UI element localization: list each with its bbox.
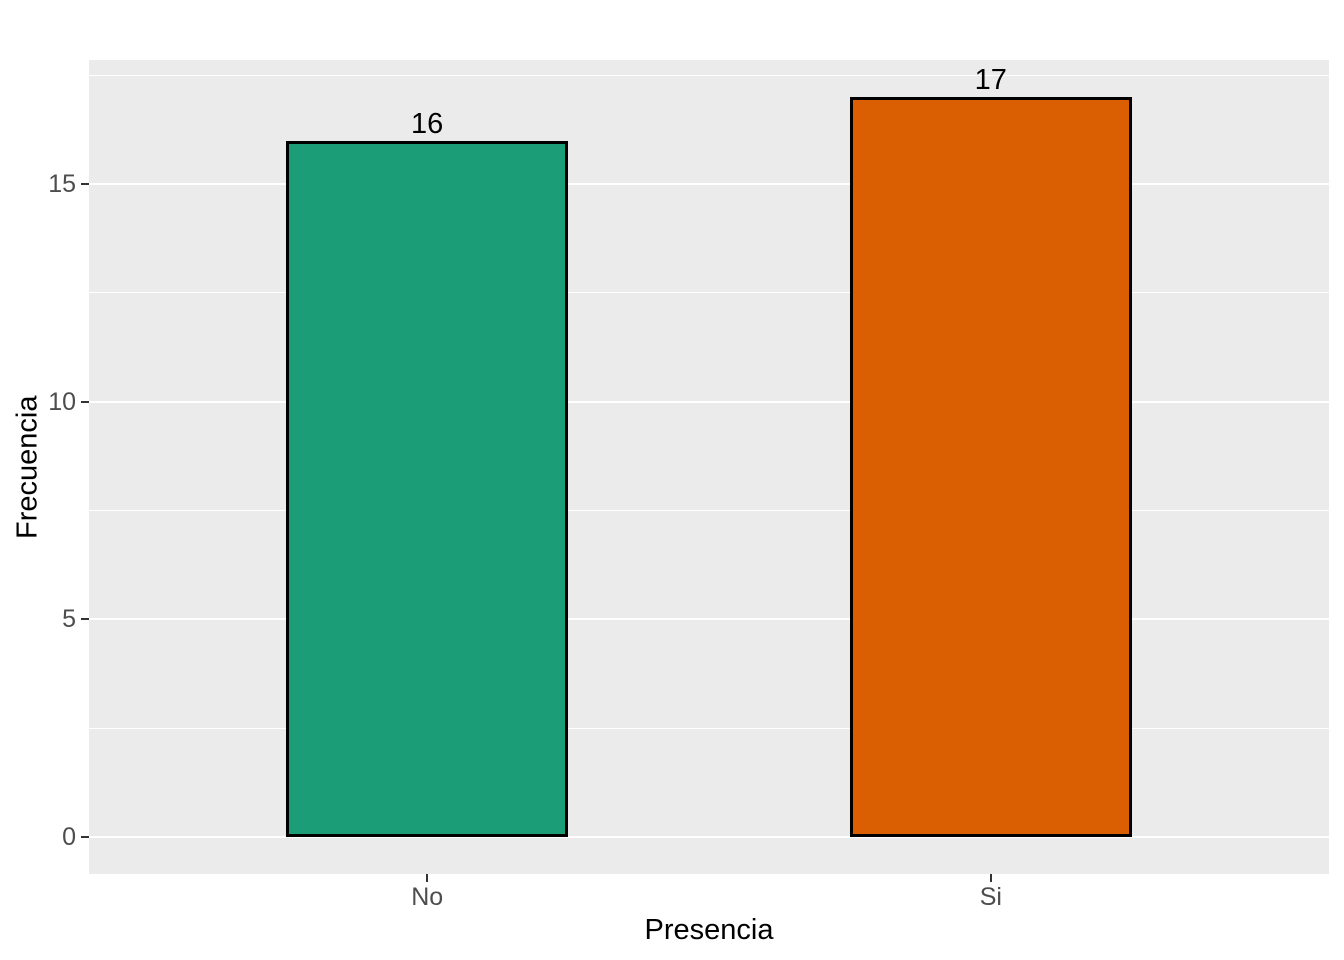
y-tick-mark: [81, 618, 89, 621]
y-gridline-minor: [89, 510, 1329, 512]
x-tick-label-no: No: [411, 883, 444, 911]
x-tick-mark: [426, 874, 429, 882]
y-gridline-minor: [89, 727, 1329, 729]
y-tick-label-10: 10: [48, 387, 76, 416]
y-tick-label-15: 15: [48, 170, 76, 199]
y-gridline-minor: [89, 74, 1329, 76]
y-tick-label-0: 0: [62, 823, 76, 851]
y-tick-mark: [81, 400, 89, 403]
y-gridline-major: [89, 183, 1329, 186]
x-tick-label-si: Si: [979, 883, 1002, 911]
y-tick-mark: [81, 183, 89, 186]
bar-no: [286, 140, 569, 837]
y-tick-mark: [81, 836, 89, 838]
bar-si: [849, 97, 1132, 837]
plot-panel: [89, 60, 1329, 874]
y-tick-label-5: 5: [62, 605, 76, 634]
y-gridline-major: [89, 618, 1329, 621]
x-tick-mark: [989, 874, 992, 882]
bar-value-label-no: 16: [411, 107, 444, 140]
y-gridline-major: [89, 836, 1329, 838]
x-axis-title: Presencia: [644, 914, 774, 946]
y-gridline-major: [89, 400, 1329, 403]
y-gridline-minor: [89, 292, 1329, 294]
bar-value-label-si: 17: [974, 64, 1007, 96]
